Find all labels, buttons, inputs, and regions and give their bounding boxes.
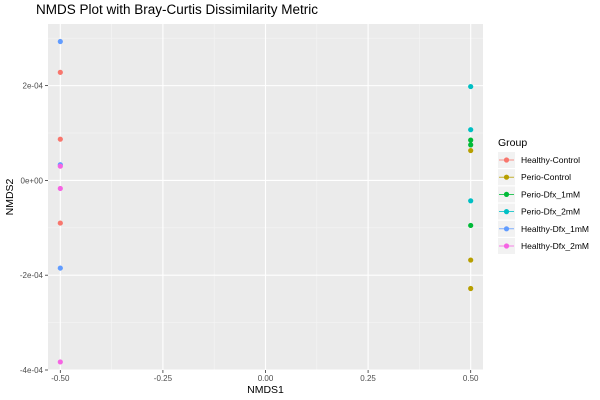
legend-key-point: [503, 243, 510, 249]
x-tick-label: -0.50: [51, 374, 70, 383]
y-tick-label: -4e-04: [20, 366, 44, 375]
legend-item: Perio-Dfx_1mM: [498, 186, 580, 203]
legend-key-point: [503, 191, 510, 197]
data-point: [468, 198, 474, 204]
legend-label: Perio-Dfx_1mM: [521, 189, 580, 199]
data-point: [57, 38, 63, 45]
legend-key-point: [503, 157, 510, 163]
data-point: [57, 265, 63, 271]
data-point: [468, 83, 474, 90]
legend-label: Healthy-Dfx_1mM: [521, 224, 589, 234]
y-axis-title: NMDS2: [4, 178, 16, 215]
legend-title: Group: [498, 137, 527, 149]
data-point: [468, 222, 474, 229]
x-axis-title: NMDS1: [247, 384, 284, 396]
data-point: [468, 147, 474, 154]
data-point: [468, 257, 474, 263]
y-tick-label: -2e-04: [20, 271, 44, 280]
x-tick-label: 0.25: [360, 374, 376, 383]
x-tick-label: 0.50: [463, 374, 479, 383]
x-tick-label: -0.25: [154, 374, 173, 383]
chart-title: NMDS Plot with Bray-Curtis Dissimilarity…: [36, 2, 318, 17]
data-point: [57, 69, 63, 75]
legend-label: Healthy-Dfx_2mM: [521, 241, 589, 251]
data-point: [468, 137, 474, 143]
data-point: [468, 285, 474, 292]
legend-label: Perio-Dfx_2mM: [521, 207, 580, 217]
legend: Group Healthy-Control Perio-Control Perio-…: [498, 137, 589, 254]
data-point: [57, 136, 63, 142]
legend-item: Perio-Control: [498, 169, 571, 186]
axes: -0.50 -0.25 0.00 0.25 0.50 -4e-04 -2e-04 0e+00 2…: [20, 82, 479, 383]
legend-label: Healthy-Control: [521, 155, 580, 165]
legend-item: Healthy-Control: [498, 152, 580, 168]
data-point: [468, 127, 474, 133]
legend-label: Perio-Control: [521, 172, 571, 182]
data-point: [57, 220, 63, 226]
data-point: [468, 142, 474, 148]
y-tick-label: 0e+00: [21, 176, 44, 185]
data-point: [57, 163, 63, 169]
legend-key-point: [503, 209, 510, 215]
legend-key-point: [503, 174, 510, 180]
data-point: [57, 359, 63, 365]
legend-item: Perio-Dfx_2mM: [498, 203, 580, 220]
data-points: [57, 38, 474, 365]
legend-items: Healthy-Control Perio-Control Perio-Dfx_1m…: [498, 152, 589, 254]
legend-item: Healthy-Dfx_2mM: [498, 238, 589, 254]
data-point: [57, 185, 63, 192]
x-tick-label: 0.00: [258, 374, 274, 383]
legend-item: Healthy-Dfx_1mM: [498, 220, 589, 237]
legend-key-point: [503, 226, 510, 232]
y-tick-label: 2e-04: [23, 82, 44, 91]
